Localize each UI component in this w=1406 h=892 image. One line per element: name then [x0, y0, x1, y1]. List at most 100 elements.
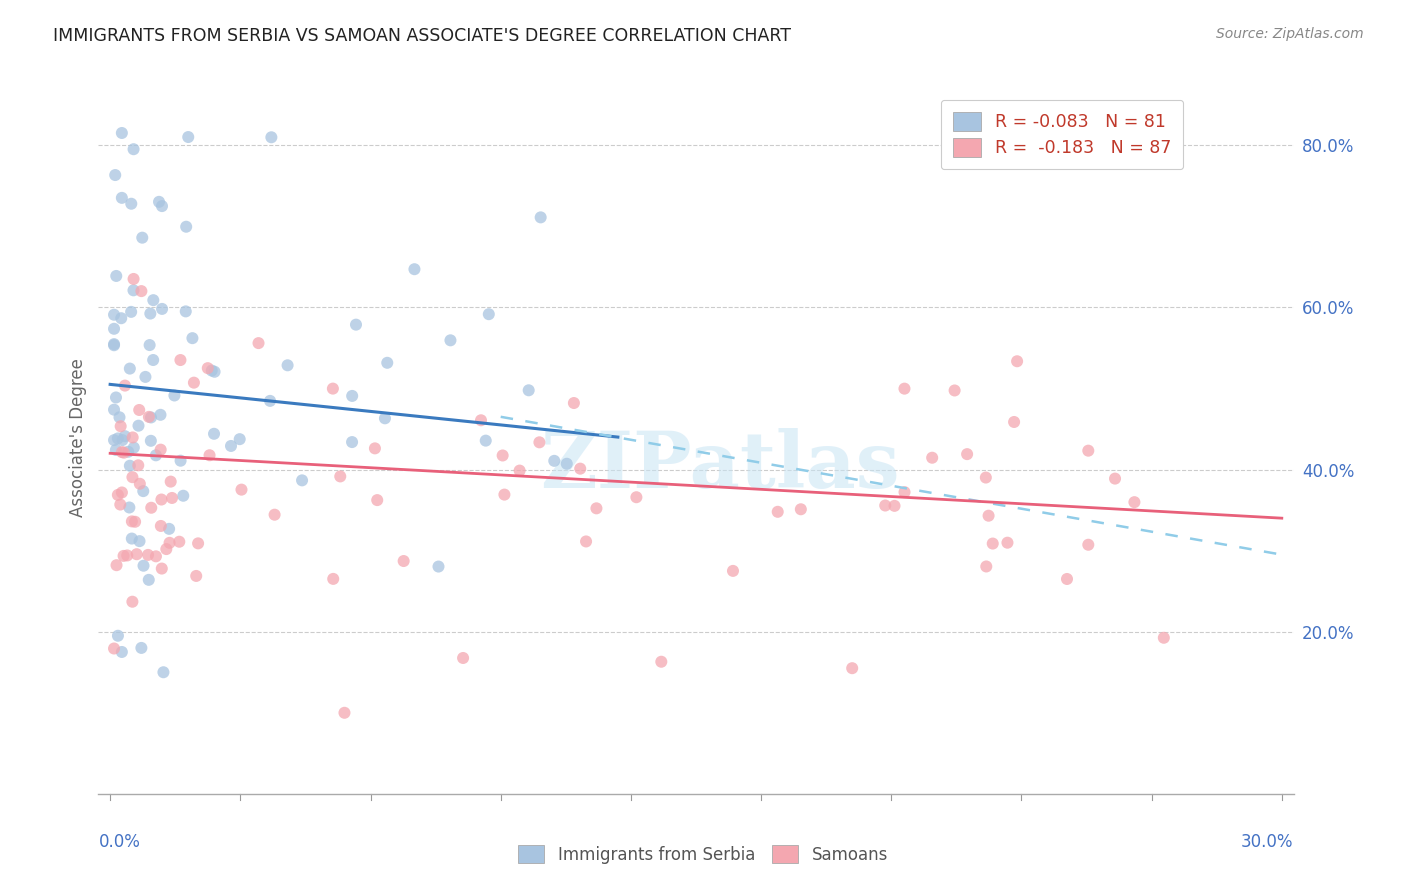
- Point: [107, 629, 129, 643]
- Point: [1077, 443, 1099, 458]
- Point: [112, 549, 135, 563]
- Point: [1005, 354, 1028, 368]
- Point: [117, 444, 139, 458]
- Point: [141, 500, 163, 515]
- Point: [103, 308, 125, 322]
- Point: [1153, 126, 1175, 140]
- Point: [374, 411, 396, 425]
- Point: [105, 268, 128, 283]
- Point: [451, 651, 474, 665]
- Point: [204, 365, 226, 379]
- Point: [111, 445, 134, 459]
- Point: [138, 338, 160, 352]
- Point: [104, 168, 127, 182]
- Point: [112, 445, 135, 459]
- Point: [562, 396, 585, 410]
- Point: [103, 402, 125, 417]
- Point: [132, 558, 155, 573]
- Point: [491, 449, 513, 463]
- Point: [149, 408, 172, 422]
- Point: [174, 219, 197, 234]
- Point: [149, 519, 172, 533]
- Point: [114, 378, 136, 392]
- Point: [104, 391, 127, 405]
- Point: [108, 410, 131, 425]
- Legend: Immigrants from Serbia, Samoans: Immigrants from Serbia, Samoans: [512, 838, 894, 871]
- Point: [121, 532, 143, 546]
- Point: [219, 439, 242, 453]
- Point: [766, 505, 789, 519]
- Point: [122, 272, 145, 286]
- Point: [107, 488, 129, 502]
- Point: [134, 370, 156, 384]
- Point: [114, 429, 136, 443]
- Point: [1123, 495, 1146, 509]
- Point: [145, 549, 167, 564]
- Point: [183, 376, 205, 390]
- Point: [322, 572, 344, 586]
- Point: [977, 508, 1000, 523]
- Point: [650, 655, 672, 669]
- Point: [260, 130, 283, 145]
- Point: [111, 126, 134, 140]
- Point: [157, 522, 180, 536]
- Point: [427, 559, 450, 574]
- Point: [981, 536, 1004, 550]
- Point: [110, 311, 132, 326]
- Point: [148, 194, 170, 209]
- Point: [136, 548, 159, 562]
- Point: [247, 336, 270, 351]
- Point: [366, 493, 388, 508]
- Point: [569, 461, 592, 475]
- Point: [277, 359, 299, 373]
- Text: Source: ZipAtlas.com: Source: ZipAtlas.com: [1216, 27, 1364, 41]
- Point: [575, 534, 598, 549]
- Point: [721, 564, 744, 578]
- Point: [893, 485, 915, 500]
- Point: [1104, 472, 1126, 486]
- Point: [956, 447, 979, 461]
- Point: [333, 706, 356, 720]
- Point: [322, 382, 344, 396]
- Point: [364, 442, 387, 456]
- Point: [1002, 415, 1025, 429]
- Point: [517, 384, 540, 398]
- Point: [259, 393, 281, 408]
- Point: [150, 492, 173, 507]
- Point: [997, 535, 1019, 549]
- Point: [124, 515, 146, 529]
- Point: [921, 450, 943, 465]
- Point: [131, 284, 153, 298]
- Point: [103, 337, 125, 351]
- Point: [530, 211, 553, 225]
- Point: [344, 318, 367, 332]
- Point: [197, 361, 219, 376]
- Point: [120, 305, 142, 319]
- Point: [555, 457, 578, 471]
- Point: [974, 470, 997, 484]
- Point: [543, 454, 565, 468]
- Text: 30.0%: 30.0%: [1241, 833, 1294, 851]
- Point: [103, 433, 125, 447]
- Point: [118, 361, 141, 376]
- Point: [131, 230, 153, 244]
- Point: [169, 453, 191, 467]
- Point: [150, 301, 173, 316]
- Point: [149, 442, 172, 457]
- Point: [340, 389, 363, 403]
- Point: [790, 502, 813, 516]
- Point: [111, 645, 134, 659]
- Point: [187, 536, 209, 550]
- Point: [291, 474, 314, 488]
- Point: [174, 304, 197, 318]
- Point: [111, 191, 134, 205]
- Point: [974, 559, 997, 574]
- Point: [128, 476, 150, 491]
- Point: [128, 403, 150, 417]
- Point: [169, 534, 191, 549]
- Point: [177, 130, 200, 145]
- Point: [118, 500, 141, 515]
- Point: [626, 490, 648, 504]
- Point: [128, 534, 150, 549]
- Point: [150, 561, 173, 575]
